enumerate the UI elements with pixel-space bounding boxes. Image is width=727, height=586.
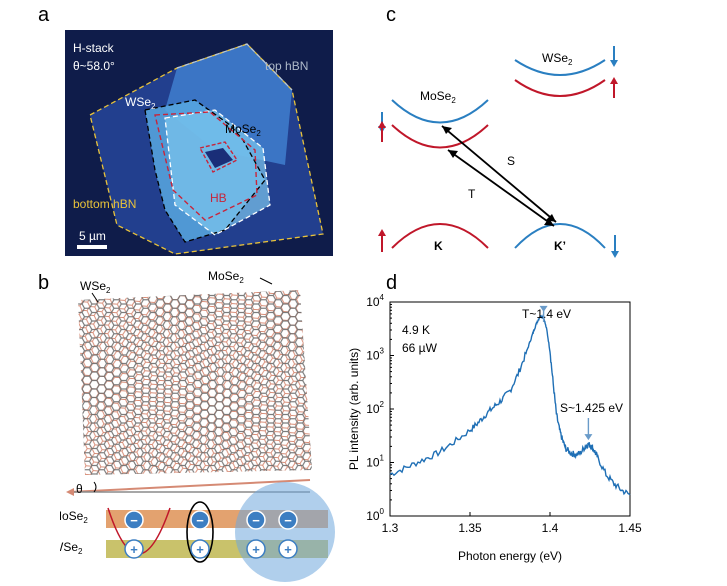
bottom-hbn-label: bottom hBN bbox=[73, 197, 136, 211]
mose2-outline bbox=[164, 109, 271, 236]
y-axis-title: PL intensity (arb. units) bbox=[347, 348, 361, 470]
t-transition-arrow bbox=[447, 149, 555, 227]
arrow-head bbox=[544, 218, 554, 226]
t-peak-label: T~1.4 eV bbox=[522, 307, 571, 321]
k-label: K bbox=[434, 239, 443, 253]
electron-charge bbox=[190, 510, 210, 530]
s-peak-label: S~1.425 eV bbox=[560, 401, 623, 415]
large-exciton-bubble bbox=[235, 482, 335, 582]
arrow-head bbox=[611, 251, 619, 258]
dark-bubble bbox=[205, 148, 233, 168]
hole-sign: + bbox=[196, 542, 204, 557]
hb-outline bbox=[154, 111, 258, 221]
hb-label: HB bbox=[210, 191, 227, 205]
theta-label: θ bbox=[76, 482, 83, 496]
arrow-head bbox=[378, 229, 386, 236]
mose2-label-a: MoSe2 bbox=[225, 122, 261, 138]
mose2-cb-red bbox=[391, 124, 489, 149]
wse2-label-b: WSe2 bbox=[80, 279, 111, 295]
x-axis-ticks: 1.3 1.35 1.4 1.45 bbox=[382, 512, 642, 535]
x-tick-label: 1.4 bbox=[542, 521, 559, 535]
y-tick-label: 100 bbox=[366, 507, 384, 523]
temperature-label: 4.9 K bbox=[402, 323, 430, 337]
x-axis-title: Photon energy (eV) bbox=[458, 549, 562, 563]
x-tick-label: 1.45 bbox=[618, 521, 642, 535]
moire-lattice-figure: WSe2 MoSe2 θ MoSe2 WSe2 − − − − + + + + bbox=[60, 270, 335, 582]
mose2-cb-blue bbox=[391, 99, 489, 124]
t-peak-arrow-head bbox=[539, 305, 548, 312]
y-tick-label: 101 bbox=[366, 454, 384, 470]
minus-charges: − − − − bbox=[124, 510, 298, 530]
hole-charge bbox=[124, 539, 144, 559]
layer-label-wse2: WSe2 bbox=[60, 540, 83, 556]
top-hbn-label: top hBN bbox=[265, 59, 308, 73]
electron-sign: − bbox=[196, 513, 204, 528]
wse2-label-a: WSe2 bbox=[125, 95, 156, 111]
wse2-label-c: WSe2 bbox=[542, 51, 573, 67]
electron-sign: − bbox=[252, 513, 260, 528]
angle-arc bbox=[93, 481, 97, 493]
arrow-head bbox=[378, 121, 386, 128]
panel-label-a: a bbox=[38, 4, 50, 26]
hole-charge bbox=[246, 539, 266, 559]
mose2-leader bbox=[259, 277, 273, 285]
x-tick-label: 1.35 bbox=[458, 521, 482, 535]
y-tick-label: 103 bbox=[366, 347, 384, 363]
intralayer-exciton-ring bbox=[186, 501, 214, 563]
scale-bar bbox=[77, 245, 107, 249]
wse2-cb-red bbox=[514, 79, 606, 97]
valence-band-k bbox=[391, 223, 489, 249]
s-label: S bbox=[507, 154, 515, 168]
t-label: T bbox=[468, 187, 476, 201]
valence-band-kprime bbox=[514, 223, 606, 249]
optical-micrograph: H-stack θ~58.0° top hBN WSe2 MoSe2 HB bo… bbox=[65, 30, 333, 256]
wse2-lattice bbox=[78, 290, 312, 475]
panel-label-c: c bbox=[386, 4, 396, 26]
kprime-label: K’ bbox=[554, 239, 566, 253]
panel-label-d: d bbox=[386, 272, 398, 294]
angle-label: θ~58.0° bbox=[73, 59, 115, 73]
hole-sign: + bbox=[252, 542, 260, 557]
plus-charges: + + + + bbox=[124, 539, 298, 559]
layer-label-mose2: MoSe2 bbox=[60, 509, 88, 525]
s-peak-arrow-head bbox=[584, 434, 593, 441]
h-stack-label: H-stack bbox=[73, 41, 115, 55]
x-tick-label: 1.3 bbox=[382, 521, 399, 535]
wse2-leader bbox=[91, 292, 99, 303]
arrow-head bbox=[610, 77, 618, 84]
hole-charge bbox=[278, 539, 298, 559]
band-diagram: WSe2 MoSe2 K K’ S T bbox=[378, 46, 619, 258]
y-axis-ticks: 100 101 102 103 104 bbox=[366, 293, 394, 523]
electron-charge bbox=[124, 510, 144, 530]
arrow-head bbox=[66, 488, 74, 496]
electron-sign: − bbox=[284, 513, 292, 528]
arrow-head bbox=[610, 60, 618, 67]
top-hbn-outline bbox=[176, 43, 293, 91]
bottom-hbn-outline bbox=[89, 43, 324, 255]
power-label: 66 µW bbox=[402, 341, 438, 355]
arrow-head bbox=[442, 126, 452, 134]
hole-sign: + bbox=[130, 542, 138, 557]
mose2-label-c: MoSe2 bbox=[420, 89, 456, 105]
pl-spectrum-line bbox=[389, 314, 631, 496]
lattice-layers bbox=[78, 290, 312, 475]
electron-sign: − bbox=[130, 513, 138, 528]
s-transition-arrow bbox=[441, 125, 557, 223]
wse2-outline-dark bbox=[144, 99, 266, 243]
arrow-head bbox=[448, 150, 458, 158]
panel-label-b: b bbox=[38, 272, 50, 294]
mose2-label-b: MoSe2 bbox=[208, 270, 244, 285]
pl-spectrum-chart: 1.3 1.35 1.4 1.45 100 101 102 103 104 Photon en… bbox=[347, 293, 642, 563]
y-tick-label: 102 bbox=[366, 400, 384, 416]
wse2-cb-blue bbox=[514, 59, 606, 76]
hole-sign: + bbox=[284, 542, 292, 557]
y-tick-label: 104 bbox=[366, 293, 384, 309]
electron-charge bbox=[278, 510, 298, 530]
electron-charge bbox=[246, 510, 266, 530]
mose2-edge-line bbox=[69, 479, 311, 493]
scale-label: 5 µm bbox=[79, 229, 106, 243]
hole-charge bbox=[190, 539, 210, 559]
